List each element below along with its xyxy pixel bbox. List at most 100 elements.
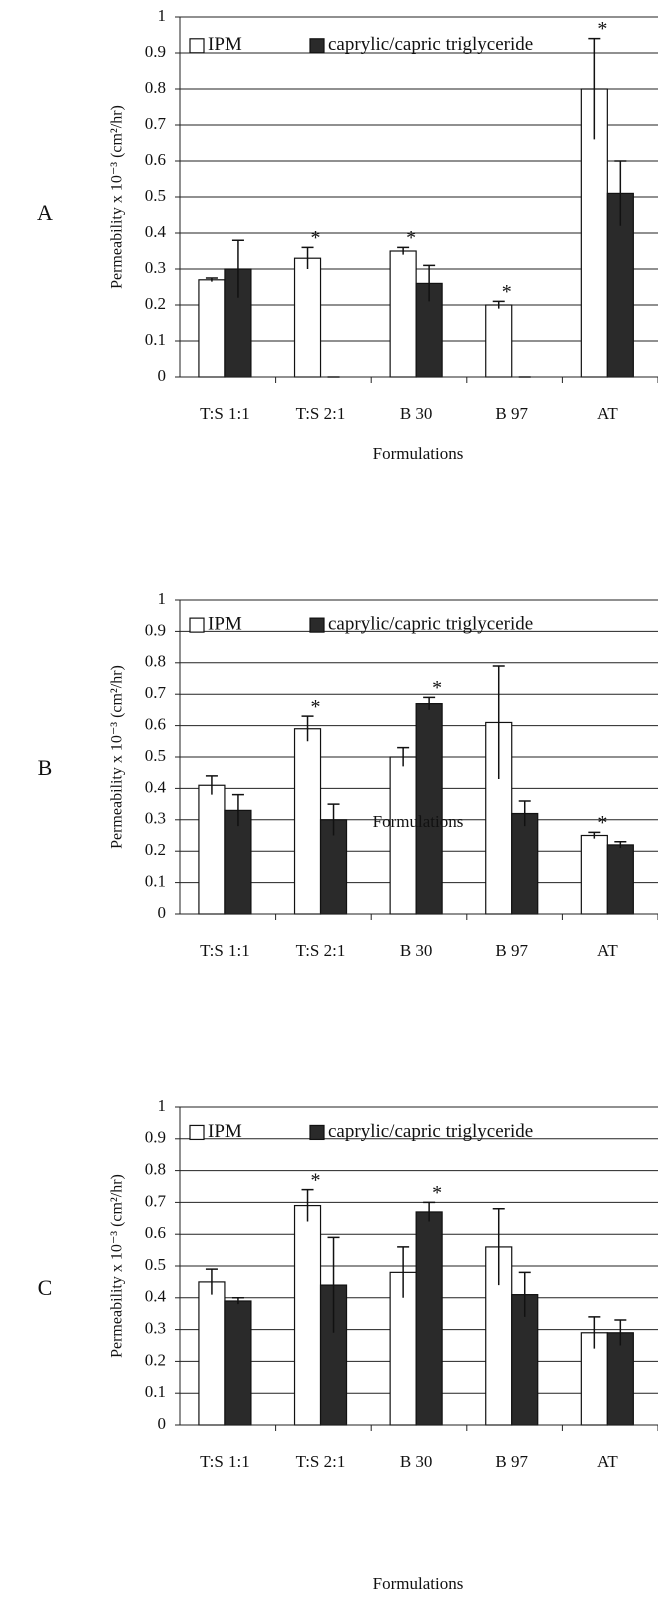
y-tick-label: 0.9 [145,1128,166,1147]
error-bar [397,1246,410,1298]
error-bar [205,1268,218,1295]
y-tick-label: 0.8 [145,1160,166,1179]
chart-panel: B 0 0.1 0.2 0.3 0.4 0.5 0.6 0.7 0.8 0.9 1 Permeabili… [38,589,658,960]
y-tick-label: 0 [158,1414,167,1433]
y-tick-label: 0.7 [145,683,167,702]
panel-label: C [38,1275,53,1300]
significance-mark: * [432,677,442,699]
y-tick-label: 0.4 [145,777,167,796]
y-tick-label: 0.2 [145,840,166,859]
y-tick-label: 0 [158,366,167,385]
x-tick-label: T:S 1:1 [200,1452,250,1471]
x-tick-label: AT [597,941,618,960]
y-axis-label: Permeability x 10⁻³ (cm²/hr) [109,105,126,289]
bar [485,304,513,378]
significance-mark: * [311,227,321,249]
error-bar [423,264,436,302]
y-tick-label: 0.7 [145,114,167,133]
significance-mark: * [597,812,607,834]
y-tick-label: 0.9 [145,42,166,61]
y-tick-label: 0.3 [145,258,166,277]
x-tick-label: T:S 2:1 [296,404,346,423]
chart-panel: C 0 0.1 0.2 0.3 0.4 0.5 0.6 0.7 0.8 0.9 1 Permeabili… [38,1096,658,1593]
significance-mark: * [311,1169,321,1191]
y-tick-label: 0.3 [145,809,166,828]
bar [224,809,252,915]
y-axis-label: Permeability x 10⁻³ (cm²/hr) [109,665,126,849]
legend-label: caprylic/capric triglyceride [328,1121,533,1142]
bar [198,1281,226,1426]
panel-label: A [37,200,53,225]
error-bar [301,715,314,742]
y-tick-label: 1 [158,589,167,608]
error-bar [518,800,531,827]
bar [606,192,634,378]
error-bar [231,1297,244,1305]
error-bar [231,793,244,827]
x-tick-label: B 97 [495,404,528,423]
bar [415,1211,443,1426]
x-tick-label: B 30 [400,941,433,960]
x-tick-label: T:S 1:1 [200,941,250,960]
error-bar [231,239,244,298]
bar [198,784,226,915]
y-axis-label: Permeability x 10⁻³ (cm²/hr) [109,1174,126,1358]
y-tick-label: 0.9 [145,620,166,639]
legend-swatch [189,38,205,54]
panel-label: B [38,755,53,780]
significance-mark: * [311,696,321,718]
x-axis-label: Formulations [373,812,464,831]
x-tick-label: T:S 2:1 [296,1452,346,1471]
error-bar [614,841,627,849]
significance-mark: * [502,281,512,303]
y-tick-label: 1 [158,6,167,25]
y-tick-label: 0.1 [145,872,166,891]
bar [415,703,443,915]
error-bar [614,160,627,226]
y-tick-label: 0.3 [145,1319,166,1338]
error-bar [423,696,436,710]
y-tick-label: 0.8 [145,78,166,97]
bar [293,1204,322,1426]
bar [606,1332,634,1426]
x-tick-label: AT [597,1452,618,1471]
y-tick-label: 0.5 [145,1255,166,1274]
error-bar [492,300,505,309]
legend-swatch [309,617,325,633]
y-tick-label: 0.6 [145,150,166,169]
significance-mark: * [432,1182,442,1204]
legend-label: IPM [208,613,242,634]
y-tick-label: 0.2 [145,294,166,313]
error-bar [518,1271,531,1317]
error-bar [327,803,340,836]
bar [224,1300,252,1426]
error-bar [588,1316,601,1349]
error-bar [588,37,601,140]
error-bar [397,246,410,255]
error-bar [492,665,505,779]
x-tick-label: B 30 [400,1452,433,1471]
error-bar [614,1319,627,1346]
bar [389,756,417,915]
legend-swatch [189,1124,205,1141]
x-tick-label: B 97 [495,1452,528,1471]
x-axis-label: Formulations [373,444,464,463]
y-tick-label: 0.8 [145,652,166,671]
error-bar [588,831,601,839]
error-bar [423,1201,436,1222]
error-bar [301,246,314,269]
y-tick-label: 0.6 [145,715,166,734]
y-tick-label: 0.6 [145,1223,166,1242]
y-tick-label: 0.4 [145,1287,167,1306]
bar [293,257,322,378]
error-bar [327,1236,340,1333]
x-tick-label: T:S 2:1 [296,941,346,960]
error-bar [205,775,218,795]
y-tick-label: 0.1 [145,330,166,349]
bar [293,728,322,915]
x-tick-label: T:S 1:1 [200,404,250,423]
y-tick-label: 0.2 [145,1350,166,1369]
bar [606,844,634,915]
y-tick-label: 0.5 [145,186,166,205]
